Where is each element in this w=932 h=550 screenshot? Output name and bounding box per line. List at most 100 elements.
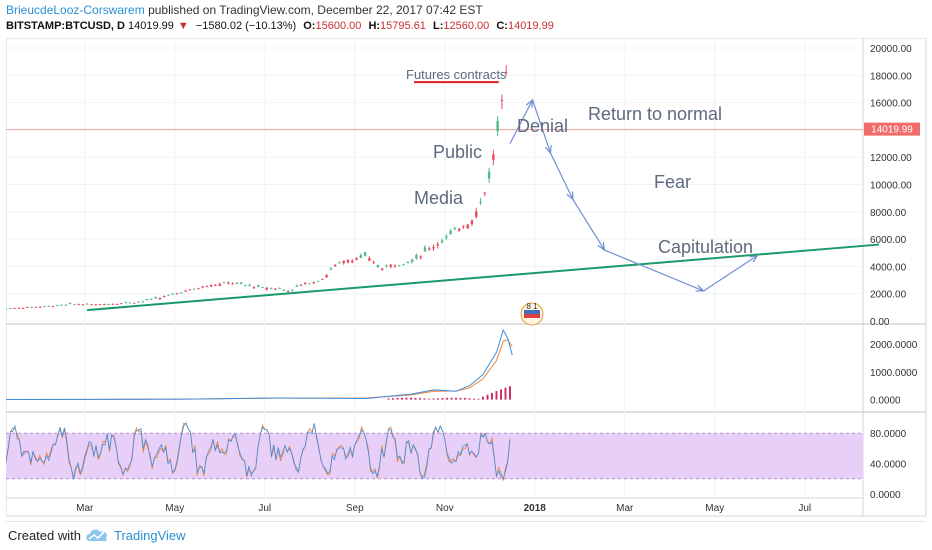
candle-body	[107, 304, 110, 306]
macd-histogram-bar	[495, 391, 498, 400]
candle-body	[180, 292, 183, 294]
candle-body	[483, 192, 486, 194]
candle-body	[39, 306, 42, 308]
macd-histogram-bar	[414, 397, 417, 400]
candle-body	[500, 99, 504, 102]
candle-body	[17, 307, 21, 309]
candle-body	[252, 287, 256, 289]
candle-body	[9, 308, 12, 310]
candle-body	[26, 307, 29, 309]
candle-body	[13, 307, 16, 309]
candle-body	[415, 255, 418, 259]
support-trendline[interactable]	[86, 243, 880, 312]
candle-body	[402, 264, 405, 266]
candle-body	[304, 282, 307, 284]
macd-histogram-bar	[450, 397, 453, 400]
chart-area[interactable]: 20000.0018000.0016000.0014000.0012000.00…	[4, 37, 932, 518]
price-tick-label: 10000.00	[870, 181, 912, 192]
projection-arrow-line	[509, 99, 534, 144]
candle-body	[141, 301, 144, 303]
tradingview-cloud-icon[interactable]	[84, 526, 110, 544]
macd-histogram-bar	[468, 398, 471, 400]
rsi-tick-label: 40.0000	[870, 460, 907, 471]
candle-body	[487, 171, 491, 179]
macd-histogram-bar	[441, 397, 444, 400]
symbol-line: BITSTAMP:BTCUSD, D 14019.99 ▼ −1580.02 (−…	[6, 20, 558, 32]
price-candles	[4, 65, 508, 310]
price-tick-label: 12000.00	[870, 153, 912, 164]
candle-body	[299, 284, 303, 286]
annotation-media[interactable]: Media	[414, 188, 464, 208]
annotation-fear[interactable]: Fear	[654, 172, 691, 192]
candle-body	[428, 248, 431, 250]
candle-body	[86, 303, 89, 305]
candle-body	[21, 308, 25, 310]
candle-body	[325, 274, 328, 278]
projection-arrow-line	[549, 152, 574, 200]
candle-body	[410, 259, 414, 262]
candle-body	[265, 287, 268, 290]
candle-body	[440, 240, 444, 243]
rsi-line	[5, 422, 511, 480]
candle-body	[115, 303, 119, 305]
candle-body	[351, 260, 354, 263]
chart-svg[interactable]: 20000.0018000.0016000.0014000.0012000.00…	[4, 37, 932, 518]
candle-body	[308, 283, 311, 285]
candle-body	[389, 264, 392, 267]
event-flag-icon[interactable]: 8 1	[520, 302, 544, 326]
candle-body	[214, 285, 217, 287]
candle-body	[64, 304, 68, 306]
x-tick-label: May	[165, 503, 184, 514]
candle-body	[436, 244, 439, 246]
candle-body	[227, 282, 230, 284]
candle-body	[312, 282, 315, 284]
candle-body	[398, 265, 401, 267]
publish-line: BrieucdeLooz-Corswarem published on Trad…	[6, 3, 483, 17]
candle-body	[278, 287, 281, 289]
projection-arrowhead	[597, 242, 606, 252]
macd-tick-label: 0.0000	[870, 396, 901, 407]
macd-histogram-bar	[446, 397, 448, 400]
macd-tick-label: 1000.0000	[870, 368, 918, 379]
symbol-name: BITSTAMP:BTCUSD, D	[6, 20, 125, 32]
macd-histogram-bar	[500, 389, 502, 400]
candle-body	[201, 286, 204, 288]
macd-histogram-bar	[473, 398, 475, 400]
low-value: 12560.00	[443, 20, 490, 32]
projection-arrow-line	[604, 249, 704, 292]
macd-histogram-bar	[401, 397, 403, 400]
macd-histogram-bar	[482, 396, 484, 400]
candle-body	[239, 282, 243, 284]
annotation-capitulation[interactable]: Capitulation	[658, 237, 753, 257]
annotation-futures-contracts[interactable]: Futures contracts	[406, 67, 507, 82]
annotation-denial[interactable]: Denial	[517, 116, 568, 136]
annotation-public[interactable]: Public	[433, 142, 482, 162]
candle-body	[457, 228, 461, 231]
x-tick-label: Jul	[258, 503, 271, 514]
down-arrow-icon: ▼	[177, 20, 189, 32]
candle-body	[188, 289, 192, 291]
open-label: O:	[303, 20, 316, 32]
candle-body	[184, 290, 187, 292]
chart-frame	[5, 37, 927, 517]
current-price-tag-label: 14019.99	[871, 125, 913, 136]
price-tick-label: 4000.00	[870, 262, 907, 273]
candle-body	[222, 282, 226, 284]
author-link[interactable]: BrieucdeLooz-Corswarem	[6, 3, 145, 17]
annotation-return-to-normal[interactable]: Return to normal	[588, 104, 722, 124]
candle-body	[154, 296, 157, 299]
candle-body	[210, 284, 213, 287]
candle-body	[295, 285, 298, 287]
candle-body	[445, 236, 448, 238]
macd-line	[5, 328, 513, 401]
macd-histogram-bar	[423, 398, 426, 400]
macd-histogram-bar	[405, 397, 408, 400]
candle-body	[286, 291, 290, 293]
macd-histogram-bar	[477, 398, 480, 400]
candle-body	[333, 265, 337, 267]
macd-histogram-bar	[419, 398, 421, 400]
macd-histogram-bar	[504, 387, 507, 400]
candle-body	[205, 286, 209, 288]
candle-body	[98, 304, 102, 306]
tradingview-brand[interactable]: TradingView	[114, 528, 186, 543]
